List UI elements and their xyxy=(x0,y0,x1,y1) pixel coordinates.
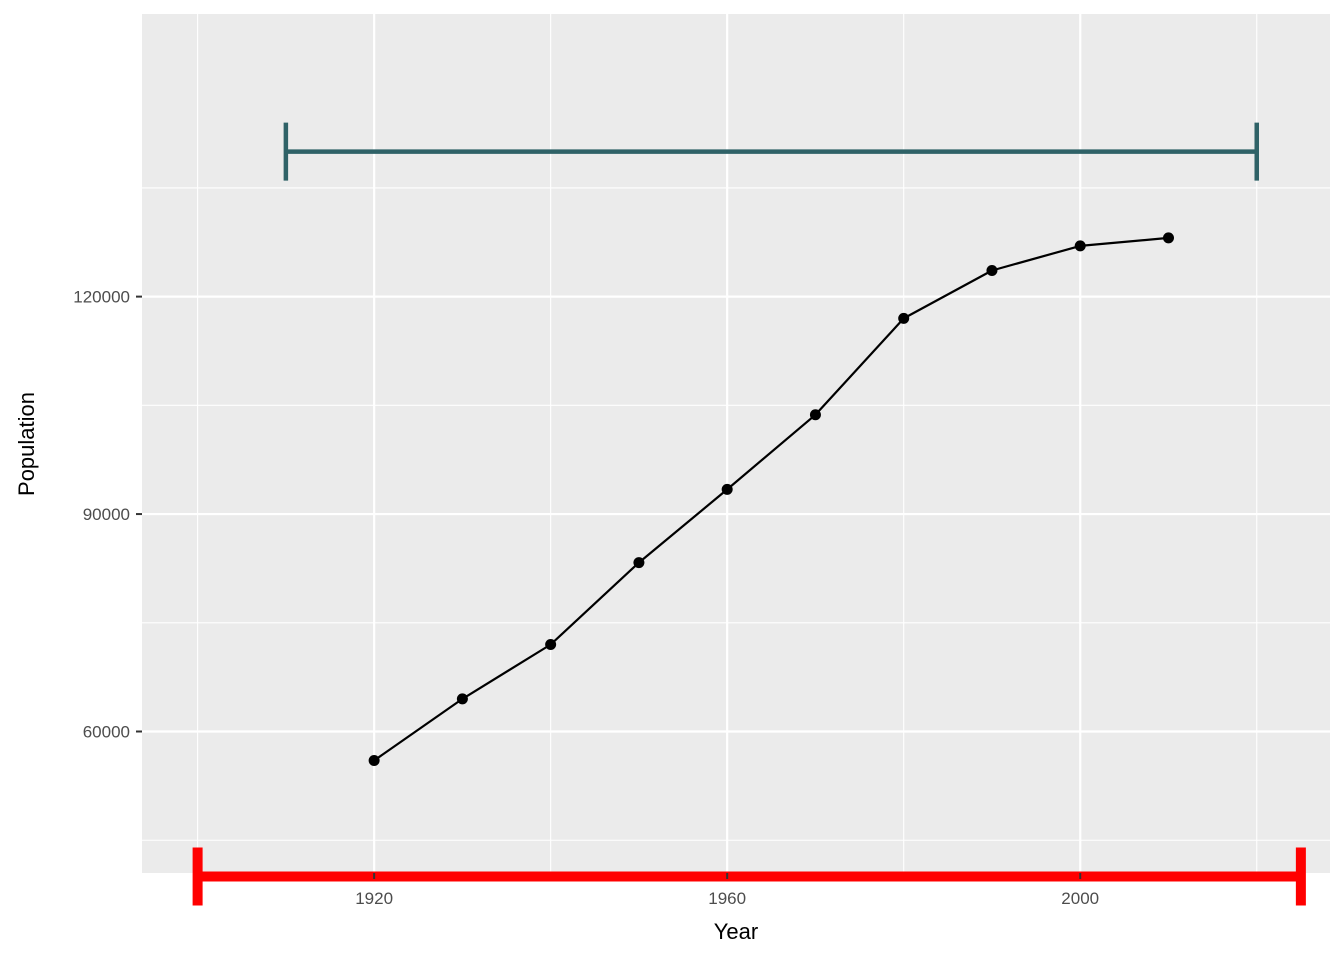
data-point xyxy=(898,312,910,324)
data-point xyxy=(1074,240,1086,252)
data-point xyxy=(456,693,468,705)
y-tick-label: 120000 xyxy=(73,288,130,307)
y-tick-label: 60000 xyxy=(83,723,130,742)
x-tick-label: 1920 xyxy=(355,889,393,908)
data-point xyxy=(809,409,821,421)
panel-background xyxy=(142,14,1330,873)
data-point xyxy=(545,639,557,651)
x-axis-title: Year xyxy=(714,919,758,944)
range-bars xyxy=(192,122,1306,906)
major-gridlines xyxy=(142,14,1330,873)
y-axis-title: Population xyxy=(14,392,39,496)
x-tick-label: 2000 xyxy=(1061,889,1099,908)
y-tick-label: 90000 xyxy=(83,505,130,524)
data-point xyxy=(1162,232,1174,244)
axes: 1920 1960 2000 60000 90000 120000 xyxy=(73,288,1099,908)
series-layer xyxy=(368,232,1174,767)
x-tick-label: 1960 xyxy=(708,889,746,908)
data-point xyxy=(368,755,380,767)
series-line xyxy=(373,236,1169,762)
data-point xyxy=(986,265,998,277)
data-point xyxy=(721,483,733,495)
data-point xyxy=(633,557,645,569)
